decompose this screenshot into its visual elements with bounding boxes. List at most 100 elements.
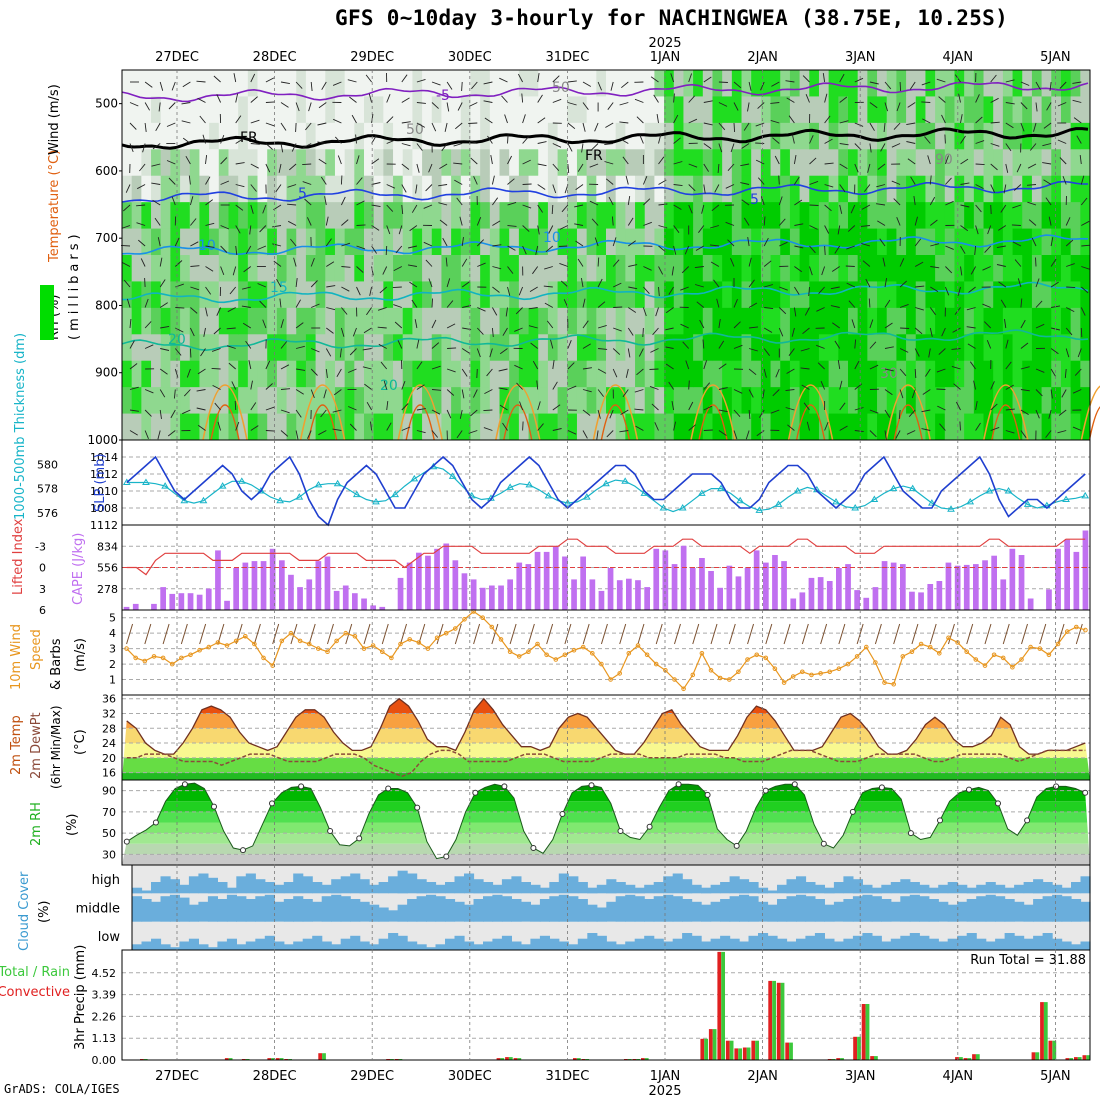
rh-cell — [944, 334, 955, 362]
rh-cell — [635, 334, 646, 362]
thickness-point — [793, 487, 802, 494]
wind-barb — [323, 389, 327, 399]
wind-barb — [190, 218, 197, 226]
wind-tick-label: 4 — [109, 627, 116, 640]
rh-cell — [315, 413, 326, 441]
rh-cell — [151, 149, 162, 177]
rh-point — [385, 785, 392, 792]
wind-barb — [625, 175, 629, 185]
cloud-bar — [824, 887, 835, 894]
wind-barb — [159, 279, 166, 288]
cloud-bar — [464, 904, 475, 922]
wind-barb — [643, 266, 652, 271]
x-date-label-bottom: 30DEC — [448, 1069, 492, 1084]
rh-cell — [964, 255, 975, 282]
rh-cell — [489, 149, 501, 177]
wind-barb — [1074, 368, 1082, 376]
wind-barb — [710, 623, 718, 645]
cape-bar — [900, 564, 906, 610]
precip-bar — [271, 1058, 275, 1060]
rh-cell — [509, 175, 520, 203]
wind-barb — [257, 283, 267, 288]
rh-cell — [518, 387, 530, 415]
rh-cell — [567, 255, 578, 282]
wind-barb — [416, 78, 426, 83]
wind-barb — [356, 177, 363, 185]
rh-cell — [538, 175, 549, 203]
rh-cell — [702, 387, 713, 415]
wind-barb — [622, 389, 629, 398]
wind-barb — [1072, 426, 1082, 431]
wind-barb — [228, 362, 236, 370]
rh-cell — [935, 307, 946, 335]
wind-barb — [794, 266, 803, 273]
rh-cell — [915, 307, 926, 335]
rh-cell — [954, 175, 965, 203]
rh-cell — [741, 202, 752, 230]
wind-speed-point — [882, 680, 887, 685]
wind-barb — [909, 81, 916, 90]
wind-barb — [436, 623, 444, 645]
wind-barb — [960, 204, 970, 208]
wind-barb — [144, 277, 146, 288]
wind-barb — [537, 163, 547, 167]
wind-barb — [408, 245, 417, 249]
cloud-bar — [758, 933, 769, 950]
cloud-bar — [701, 941, 712, 950]
rh-cell — [189, 413, 200, 441]
rh-cell — [480, 202, 491, 230]
wind-barb — [854, 77, 864, 83]
wind-barb — [984, 623, 992, 645]
rh-cell — [470, 175, 481, 203]
wind-barb — [921, 428, 931, 431]
cloud-bar — [909, 933, 920, 950]
cape-bar — [772, 555, 778, 610]
rh-cell — [983, 387, 994, 415]
rh-cell — [441, 255, 452, 282]
rh-cell — [828, 334, 839, 362]
wind-barb — [906, 122, 916, 126]
wind-barb — [613, 282, 622, 288]
rh-cell — [935, 334, 946, 362]
footer-credit: GrADS: COLA/IGES — [4, 1082, 120, 1096]
cloud-ylabel2: (%) — [37, 901, 52, 924]
wind-barb — [582, 343, 591, 349]
rh-cell — [896, 175, 907, 203]
rh-cell — [596, 70, 607, 97]
rh-cell — [1070, 175, 1081, 203]
rh-cell — [1060, 307, 1072, 335]
cape-bar — [1064, 539, 1070, 610]
wind-barb — [1016, 163, 1022, 173]
rh-cell — [431, 413, 442, 441]
temp-band — [122, 698, 1090, 714]
rh-tick-label: 50 — [102, 827, 116, 840]
cloud-bar — [198, 901, 209, 922]
wind-speed-point — [891, 681, 897, 687]
wind-barb — [416, 122, 426, 128]
wind-barb — [386, 139, 396, 144]
lifted-index-line — [126, 538, 1086, 576]
rh-cell — [664, 387, 675, 415]
wind-barb — [763, 348, 770, 356]
cape-bar — [425, 555, 431, 610]
rh-cell — [451, 96, 462, 124]
cape-bar — [370, 605, 376, 610]
rh-cell — [267, 255, 278, 282]
rh-cell — [538, 334, 549, 362]
rh-cell — [818, 281, 830, 309]
wind-barb — [748, 302, 758, 308]
wind-barb — [351, 114, 357, 124]
wind-barb — [385, 245, 388, 256]
rh-cell — [509, 360, 520, 388]
cape-bar — [178, 593, 185, 610]
wind-barb — [778, 218, 786, 226]
cloud-bar — [663, 894, 674, 922]
rh-cell — [170, 122, 181, 150]
wind-barb — [552, 381, 558, 390]
wind-barb — [507, 266, 514, 274]
wind-speed-point — [727, 677, 732, 682]
rh-cell — [518, 202, 530, 230]
wind-barb — [518, 73, 523, 83]
rh-cell — [944, 387, 955, 415]
wind-barb — [522, 159, 531, 165]
